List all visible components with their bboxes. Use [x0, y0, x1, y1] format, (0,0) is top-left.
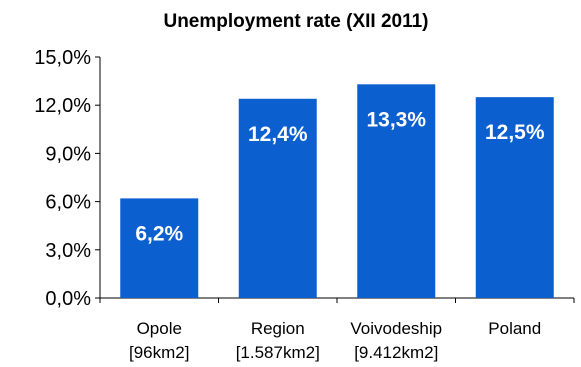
y-tick-label: 6,0% — [45, 192, 91, 214]
y-tick-label: 15,0% — [34, 47, 91, 69]
bars — [120, 84, 554, 299]
chart-title: Unemployment rate (XII 2011) — [163, 11, 428, 32]
y-axis: 0,0% 3,0% 6,0% 9,0% 12,0% 15,0% — [34, 47, 101, 310]
data-label: 6,2% — [135, 222, 183, 245]
x-category-label: Opole — [137, 319, 182, 338]
x-category-label: Poland — [488, 319, 541, 338]
category-labels: Opole [96km2] Region [1.587km2] Voivodeship [… — [129, 319, 541, 362]
y-tick-label: 12,0% — [34, 95, 91, 117]
bar — [475, 97, 554, 299]
bar — [357, 84, 436, 299]
x-category-label: [96km2] — [129, 343, 189, 362]
y-tick-label: 9,0% — [45, 143, 91, 165]
data-label: 12,5% — [485, 121, 545, 144]
data-labels: 6,2% 12,4% 13,3% 12,5% — [135, 108, 545, 245]
x-category-label: [9.412km2] — [354, 343, 438, 362]
bar — [238, 98, 317, 298]
x-category-label: [1.587km2] — [236, 343, 320, 362]
bar — [120, 198, 199, 298]
y-tick-label: 3,0% — [45, 240, 91, 262]
data-label: 13,3% — [366, 108, 426, 131]
y-tick-label: 0,0% — [45, 288, 91, 310]
x-axis — [99, 297, 575, 303]
data-label: 12,4% — [248, 123, 308, 146]
x-category-label: Voivodeship — [350, 319, 442, 338]
x-category-label: Region — [251, 319, 305, 338]
